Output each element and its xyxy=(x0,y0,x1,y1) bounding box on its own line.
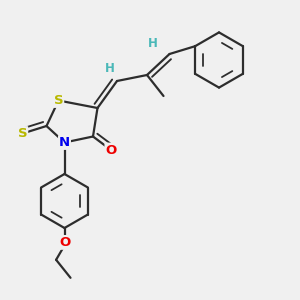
Text: O: O xyxy=(105,143,117,157)
Text: H: H xyxy=(148,37,158,50)
Text: N: N xyxy=(59,136,70,149)
Text: H: H xyxy=(105,62,114,75)
Text: O: O xyxy=(59,236,70,249)
Text: S: S xyxy=(18,127,27,140)
Text: S: S xyxy=(54,94,63,107)
